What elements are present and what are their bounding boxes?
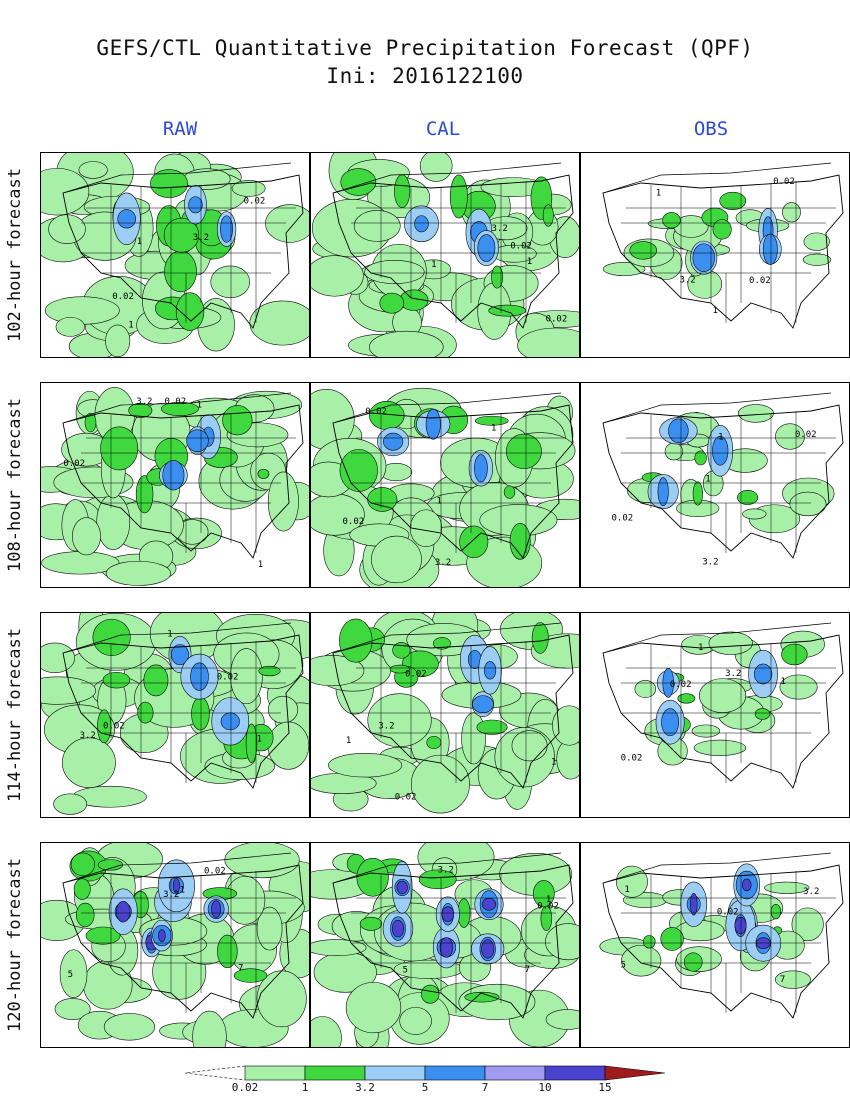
- colorbar-tick-label: 1: [302, 1081, 309, 1092]
- colorbar-swatch: [544, 1065, 606, 1081]
- column-header-raw: RAW: [162, 118, 198, 140]
- contour-label: 3.2: [725, 669, 741, 679]
- contour-label: 1: [624, 885, 629, 895]
- contour-label: 3.2: [136, 397, 152, 407]
- contour-label: 3.2: [193, 233, 209, 243]
- contour-label: 7: [780, 975, 785, 985]
- map-panel-raw-114: 0.02 1 3.2 0.02 1: [40, 612, 310, 818]
- map-panel-obs-102: 0.02 1 3.2 0.02 1: [580, 152, 850, 358]
- contour-label: 0.02: [204, 866, 226, 876]
- contour-label: 1: [137, 237, 142, 247]
- colorbar-swatch: [244, 1065, 306, 1081]
- contour-label: 1: [197, 401, 202, 411]
- contour-label: 7: [238, 964, 243, 974]
- contour-label: 0.02: [103, 721, 125, 731]
- contour-label: 3.2: [378, 722, 394, 732]
- contour-label: 0.02: [621, 754, 643, 764]
- contour-label: 0.02: [164, 397, 186, 407]
- contour-label: 1: [705, 474, 710, 484]
- contour-label: 0.02: [749, 276, 771, 286]
- colorbar-tick-label: 15: [598, 1081, 611, 1092]
- column-header-cal: CAL: [425, 118, 461, 140]
- colorbar-swatch: [484, 1065, 546, 1081]
- contour-label: 0.02: [717, 908, 739, 918]
- colorbar-over-arrow: [604, 1065, 666, 1081]
- contour-label: 3.2: [163, 890, 179, 900]
- contour-label: 1: [431, 260, 436, 270]
- title-line-2: Ini: 2016122100: [326, 64, 524, 88]
- row-label-114: 114-hour forecast: [5, 628, 25, 802]
- contour-label: 3.2: [80, 731, 96, 741]
- contour-label: 0.02: [611, 514, 633, 524]
- contour-label: 1: [257, 734, 262, 744]
- contour-label: 1: [128, 320, 133, 330]
- contour-label: 0.02: [217, 672, 239, 682]
- contour-label: 0.02: [795, 430, 817, 440]
- contour-label: 0.02: [244, 196, 266, 206]
- contour-label: 3.2: [803, 887, 819, 897]
- map-panel-cal-114: 0.02 1 3.2 0.02 1: [310, 612, 580, 818]
- column-header-obs: OBS: [693, 118, 729, 140]
- map-panel-obs-114: 0.02 1 3.2 0.02 1: [580, 612, 850, 818]
- colorbar-tick-label: 10: [538, 1081, 551, 1092]
- contour-label: 0.02: [405, 669, 427, 679]
- contour-label: 0.02: [343, 517, 365, 527]
- contour-label: 1: [698, 643, 703, 653]
- map-panel-raw-102: 0.02 1 3.2 0.02 1: [40, 152, 310, 358]
- row-label-102: 102-hour forecast: [5, 168, 25, 342]
- contour-label: 7: [525, 965, 530, 975]
- contour-label: 3.2: [435, 558, 451, 568]
- row-label-120: 120-hour forecast: [5, 858, 25, 1032]
- map-panel-raw-108: 0.02 1 3.2 0.02 1: [40, 382, 310, 588]
- contour-label: 3.2: [679, 275, 695, 285]
- contour-label: 0.02: [510, 242, 532, 252]
- precipitation-colorbar: 0.02 1 3.2 5 7 10 15: [185, 1065, 666, 1092]
- contour-label: 1: [780, 677, 785, 687]
- contour-label: 3.2: [702, 557, 718, 567]
- colorbar-under-arrow: [185, 1065, 246, 1081]
- map-panel-cal-120: 0.02 1 3.2 5 7: [310, 842, 580, 1048]
- colorbar-swatch: [424, 1065, 486, 1081]
- contour-label: 1: [167, 629, 172, 639]
- colorbar-swatch: [364, 1065, 426, 1081]
- map-panel-obs-120: 0.02 1 3.2 5 7: [580, 842, 850, 1048]
- contour-label: 0.02: [112, 292, 134, 302]
- colorbar-swatch: [304, 1065, 366, 1081]
- contour-label: 0.02: [395, 792, 417, 802]
- contour-label: 1: [180, 886, 185, 896]
- contour-label: 1: [551, 757, 556, 767]
- contour-label: 0.02: [773, 177, 795, 187]
- colorbar-tick-label: 3.2: [355, 1081, 375, 1092]
- contour-label: 5: [402, 965, 407, 975]
- map-panel-raw-120: 0.02 1 3.2 5 7: [40, 842, 310, 1048]
- contour-label: 1: [713, 306, 718, 316]
- contour-label: 1: [491, 424, 496, 434]
- contour-label: 1: [656, 188, 661, 198]
- contour-label: 3.2: [491, 224, 507, 234]
- contour-label: 0.02: [63, 459, 85, 469]
- contour-label: 1: [346, 736, 351, 746]
- contour-label: 0.02: [546, 314, 568, 324]
- row-label-108: 108-hour forecast: [5, 398, 25, 572]
- contour-label: 5: [620, 960, 625, 970]
- contour-label: 1: [718, 433, 723, 443]
- map-panel-cal-108: 0.02 1 3.2 0.02 1: [310, 382, 580, 588]
- contour-label: 1: [436, 497, 441, 507]
- contour-label: 1: [546, 895, 551, 905]
- map-panel-obs-108: 0.02 1 3.2 0.02 1: [580, 382, 850, 588]
- colorbar-tick-label: 7: [482, 1081, 489, 1092]
- map-panel-cal-102: 0.02 1 3.2 0.02 1: [310, 152, 580, 358]
- contour-label: 5: [68, 970, 73, 980]
- contour-label: 0.02: [670, 680, 692, 690]
- contour-label: 0.02: [365, 407, 387, 417]
- title-line-1: GEFS/CTL Quantitative Precipitation Fore…: [96, 36, 754, 60]
- contour-label: 0.02: [537, 901, 559, 911]
- colorbar-tick-label: 0.02: [232, 1081, 259, 1092]
- contour-label: 1: [527, 257, 532, 267]
- contour-label: 1: [258, 560, 263, 570]
- contour-label: 3.2: [438, 865, 454, 875]
- colorbar-tick-label: 5: [422, 1081, 429, 1092]
